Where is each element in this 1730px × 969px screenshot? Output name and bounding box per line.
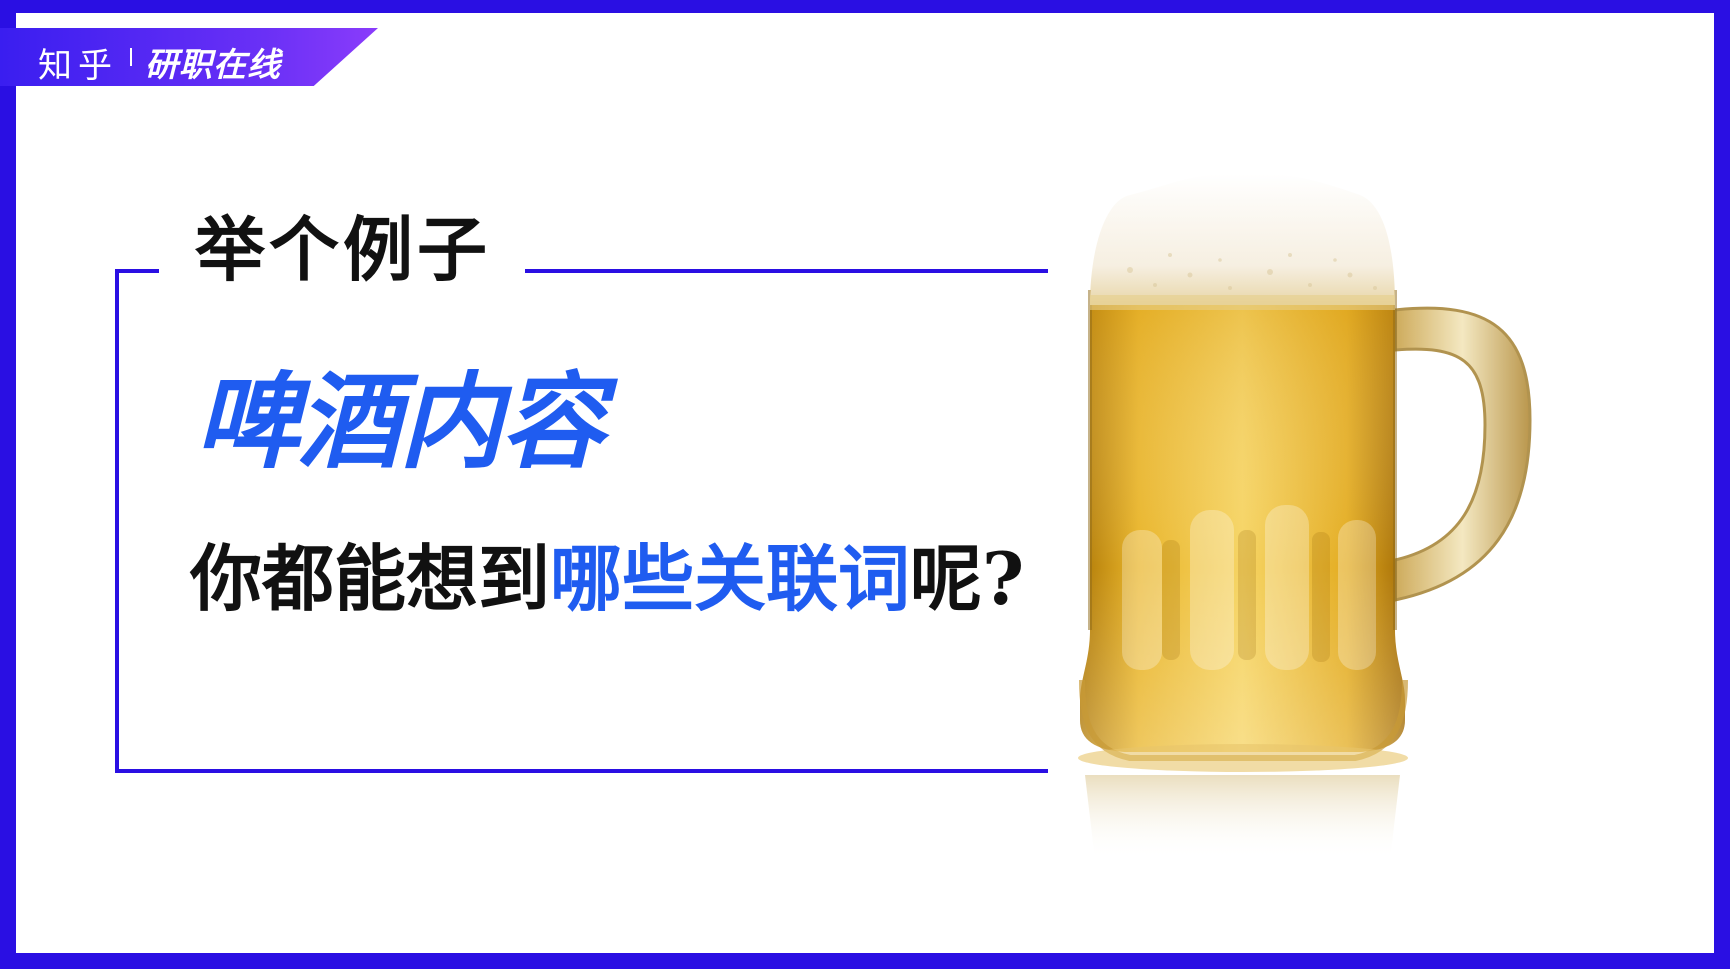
box-border-top-right <box>525 269 1048 273</box>
beer-mug-image <box>1078 174 1532 860</box>
slide-heading: 举个例子 <box>195 208 491 291</box>
question-highlight: 哪些关联词 <box>550 536 911 621</box>
box-border-top-left <box>115 269 159 273</box>
question-part-3: 呢? <box>910 536 1025 621</box>
box-border-bottom <box>115 769 1048 773</box>
question-part-1: 你都能想到 <box>190 536 551 621</box>
slide-question: 你都能想到哪些关联词呢? <box>190 543 1024 615</box>
slide-topic: 啤酒内容 <box>195 361 605 483</box>
zhihu-logo: 知乎 <box>38 46 118 86</box>
brand-divider <box>130 48 132 66</box>
brand-banner <box>0 28 378 86</box>
box-border-left <box>115 269 119 773</box>
column-logo: 研职在线 <box>145 45 281 84</box>
